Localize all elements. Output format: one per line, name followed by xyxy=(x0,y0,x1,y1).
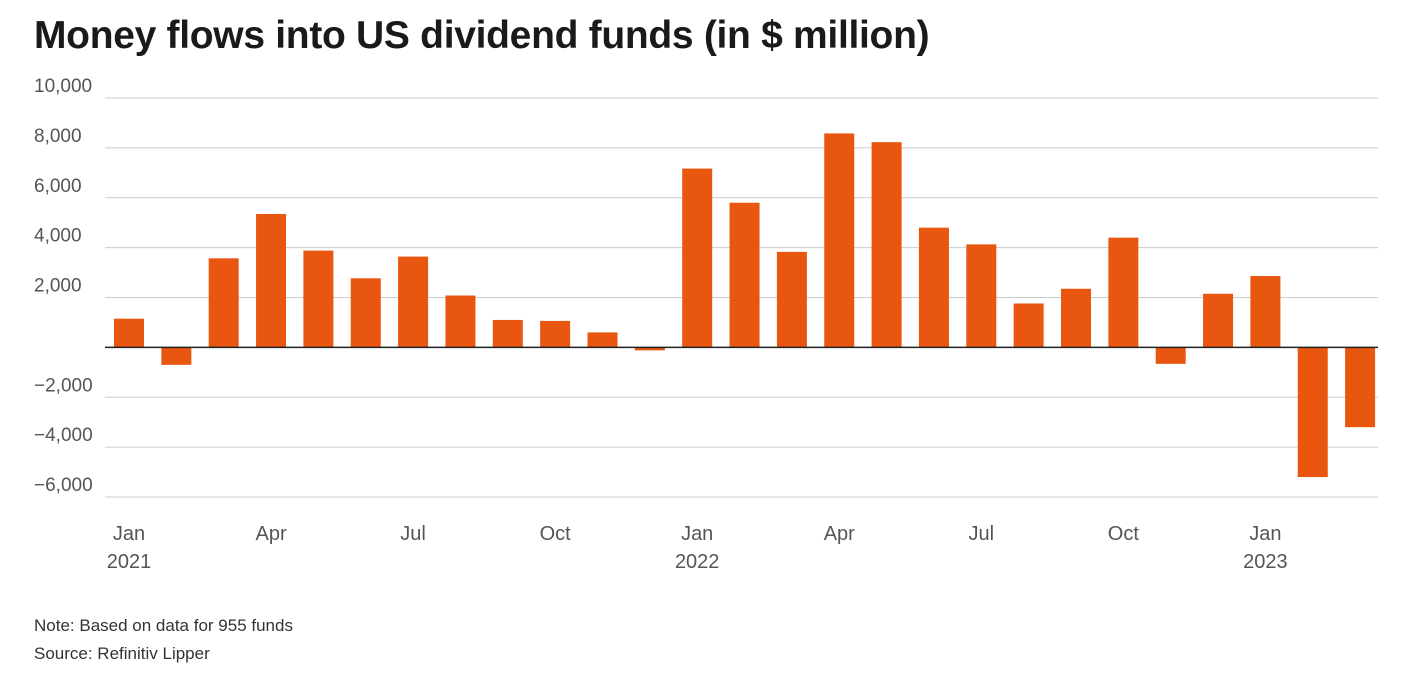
y-tick-label: 2,000 xyxy=(34,276,82,297)
y-tick-label: 6,000 xyxy=(34,176,82,197)
bar xyxy=(492,319,523,348)
bar xyxy=(824,133,855,348)
bar xyxy=(161,347,192,365)
y-tick-label: 8,000 xyxy=(34,126,82,147)
x-tick-month-label: Oct xyxy=(540,523,572,545)
bar xyxy=(445,295,476,348)
x-tick-month-label: Jan xyxy=(113,523,145,545)
gridlines xyxy=(105,97,1378,498)
bar xyxy=(1250,276,1281,348)
bar xyxy=(776,251,807,348)
chart-note: Note: Based on data for 955 funds xyxy=(34,616,293,635)
y-tick-label: −4,000 xyxy=(34,425,93,446)
bar xyxy=(1297,347,1328,478)
x-axis-tick-labels: Jan 2021 Apr Jul Oct Jan 2022 Apr Jul Oct Jan 2023 xyxy=(107,523,1288,573)
x-tick-year-label: 2022 xyxy=(675,551,720,573)
y-tick-label: −2,000 xyxy=(34,375,93,396)
bar xyxy=(256,213,287,348)
y-tick-label: −6,000 xyxy=(34,475,93,496)
bar xyxy=(1203,293,1234,348)
bar xyxy=(918,227,949,348)
bar xyxy=(1061,288,1091,348)
y-axis-tick-labels: 10,000 8,000 6,000 4,000 2,000 −2,000 −4,000 −6… xyxy=(34,76,93,496)
chart-source: Source: Refinitiv Lipper xyxy=(34,644,210,663)
x-tick-month-label: Jan xyxy=(1249,523,1281,545)
x-tick-month-label: Jul xyxy=(969,523,995,545)
bar xyxy=(398,256,429,348)
x-tick-month-label: Jul xyxy=(400,523,426,545)
x-tick-year-label: 2023 xyxy=(1243,551,1288,573)
y-tick-label: 10,000 xyxy=(34,76,92,97)
bar xyxy=(729,202,760,348)
x-tick-month-label: Oct xyxy=(1108,523,1140,545)
bar xyxy=(540,320,571,348)
bar xyxy=(1013,303,1044,348)
bar-chart: 10,000 8,000 6,000 4,000 2,000 −2,000 −4,000 −6… xyxy=(34,76,1378,573)
bar xyxy=(682,168,713,348)
bar xyxy=(350,278,381,348)
bar xyxy=(1155,347,1186,364)
x-tick-month-label: Apr xyxy=(824,523,855,545)
x-tick-month-label: Apr xyxy=(255,523,286,545)
bar xyxy=(1108,237,1139,348)
bar xyxy=(1345,347,1376,428)
bar xyxy=(303,250,334,348)
bar xyxy=(114,318,144,348)
bars xyxy=(114,133,1376,478)
bar xyxy=(966,244,997,348)
bar xyxy=(587,332,618,348)
x-tick-year-label: 2021 xyxy=(107,551,152,573)
x-tick-month-label: Jan xyxy=(681,523,713,545)
chart-title: Money flows into US dividend funds (in $… xyxy=(34,14,930,57)
y-tick-label: 4,000 xyxy=(34,226,82,247)
bar xyxy=(634,347,665,351)
bar xyxy=(871,142,902,348)
bar xyxy=(208,258,239,348)
